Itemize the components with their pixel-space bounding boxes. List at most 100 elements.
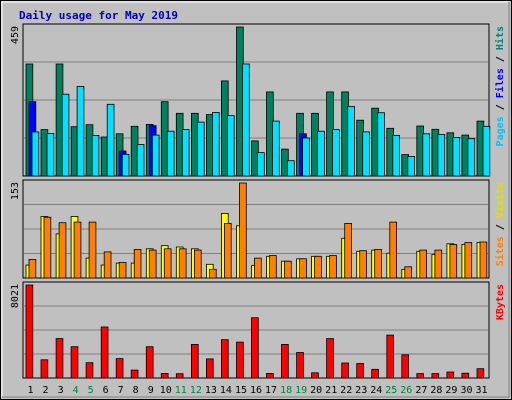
- bar-pages-day-17: [272, 120, 280, 177]
- bar-sites-day-20: [314, 255, 322, 279]
- bar-pages-day-27: [422, 133, 430, 177]
- x-tick-label: 16: [250, 385, 262, 396]
- legend-entry: Pages: [495, 116, 506, 146]
- bar-kbytes-day-11: [175, 373, 184, 379]
- chart-title: Daily usage for May 2019: [19, 9, 178, 22]
- bar-pages-day-25: [392, 134, 400, 177]
- x-tick-label: 23: [355, 385, 367, 396]
- bar-pages-day-13: [211, 112, 220, 177]
- x-tick-label: 5: [88, 385, 94, 396]
- bar-pages-day-14: [226, 115, 235, 177]
- x-tick-label: 26: [400, 385, 412, 396]
- bar-sites-day-11: [178, 248, 187, 279]
- x-tick-label: 7: [118, 385, 124, 396]
- bar-kbytes-day-23: [356, 363, 364, 379]
- bar-sites-day-27: [419, 249, 427, 279]
- bar-kbytes-day-27: [416, 373, 424, 379]
- bar-pages-day-22: [347, 106, 355, 177]
- panel-bottom: 8021 KBytes: [10, 281, 506, 379]
- bar-kbytes-day-24: [371, 368, 379, 379]
- x-tick-label: 30: [460, 385, 472, 396]
- bar-sites-day-1: [28, 258, 37, 279]
- x-tick-label: 21: [325, 385, 337, 396]
- bar-kbytes-day-13: [205, 358, 214, 379]
- bar-pages-day-19: [302, 137, 310, 177]
- legend-entry: Sites: [494, 236, 506, 266]
- x-tick-label: 15: [235, 385, 247, 396]
- bar-kbytes-day-21: [326, 338, 334, 379]
- x-tick-label: 22: [340, 385, 352, 396]
- bar-pages-day-12: [196, 121, 205, 177]
- x-tick-label: 14: [220, 385, 232, 396]
- bar-kbytes-day-3: [55, 338, 64, 379]
- bar-pages-day-30: [467, 138, 476, 177]
- legend-entry: Files: [494, 68, 506, 98]
- bar-pages-day-29: [452, 136, 461, 177]
- x-tick-label: 25: [385, 385, 397, 396]
- bar-kbytes-day-12: [190, 343, 199, 379]
- x-tick-label: 11: [175, 385, 187, 396]
- x-tick-label: 28: [430, 385, 442, 396]
- panel-top: 459 Pages / Files / Hits: [10, 23, 506, 177]
- legend-entry: Hits: [494, 26, 506, 50]
- bar-kbytes-day-8: [130, 369, 139, 379]
- bar-kbytes-day-19: [296, 352, 304, 379]
- bar-sites-day-30: [464, 242, 473, 279]
- bar-sites-day-31: [479, 241, 488, 279]
- bar-sites-day-26: [404, 266, 412, 279]
- bar-sites-day-6: [103, 251, 112, 279]
- bar-kbytes-day-14: [220, 339, 229, 379]
- bar-kbytes-day-20: [311, 372, 319, 379]
- bar-pages-day-15: [242, 63, 250, 177]
- bar-sites-day-17: [269, 255, 277, 279]
- bar-sites-day-23: [359, 250, 367, 279]
- legend-entry: /: [495, 218, 506, 236]
- x-tick-label: 18: [280, 385, 292, 396]
- bar-sites-day-25: [389, 221, 397, 279]
- bar-sites-day-28: [434, 249, 443, 279]
- panel-middle: 153 Sites / Visits: [10, 179, 506, 279]
- bar-sites-day-22: [344, 222, 352, 279]
- bar-kbytes-day-18: [281, 343, 289, 379]
- bar-kbytes-day-7: [115, 358, 124, 379]
- x-tick-label: 19: [295, 385, 307, 396]
- bar-pages-day-6: [106, 103, 115, 177]
- legend-entry: /: [495, 50, 506, 68]
- bar-kbytes-day-31: [476, 368, 485, 379]
- bar-pages-day-24: [377, 112, 385, 177]
- bar-pages-day-10: [166, 130, 175, 177]
- x-tick-label: 12: [190, 385, 202, 396]
- bar-kbytes-day-26: [401, 354, 409, 379]
- x-tick-label: 8: [133, 385, 139, 396]
- bar-sites-day-18: [284, 260, 292, 279]
- bar-sites-day-16: [254, 257, 262, 279]
- bar-pages-day-21: [332, 129, 340, 177]
- x-tick-label: 10: [160, 385, 172, 396]
- x-tick-label: 4: [73, 385, 79, 396]
- series-legend: KBytes: [495, 284, 506, 320]
- bar-pages-day-8: [136, 144, 145, 177]
- y-max-label: 8021: [10, 284, 21, 308]
- bar-kbytes-day-5: [85, 362, 94, 379]
- bar-kbytes-day-28: [431, 373, 440, 379]
- series-legend: Pages / Files / Hits: [494, 26, 506, 146]
- x-tick-label: 29: [445, 385, 457, 396]
- bar-sites-day-2: [43, 216, 52, 279]
- x-tick-label: 1: [27, 385, 33, 396]
- bar-pages-day-23: [362, 131, 370, 177]
- legend-entry: Visits: [494, 182, 506, 218]
- bar-pages-day-3: [61, 93, 70, 177]
- bar-pages-day-20: [317, 130, 325, 177]
- x-tick-label: 31: [475, 385, 487, 396]
- bar-pages-day-1: [31, 131, 40, 177]
- x-tick-label: 17: [265, 385, 277, 396]
- bar-kbytes-day-29: [446, 371, 455, 379]
- bar-pages-day-9: [151, 134, 160, 177]
- bar-sites-day-8: [133, 248, 142, 279]
- bar-pages-day-28: [437, 133, 446, 177]
- bar-kbytes-day-4: [70, 346, 79, 379]
- bar-sites-day-10: [163, 248, 172, 279]
- bar-sites-day-29: [449, 244, 458, 279]
- bar-sites-day-15: [239, 182, 247, 279]
- x-tick-label: 13: [205, 385, 217, 396]
